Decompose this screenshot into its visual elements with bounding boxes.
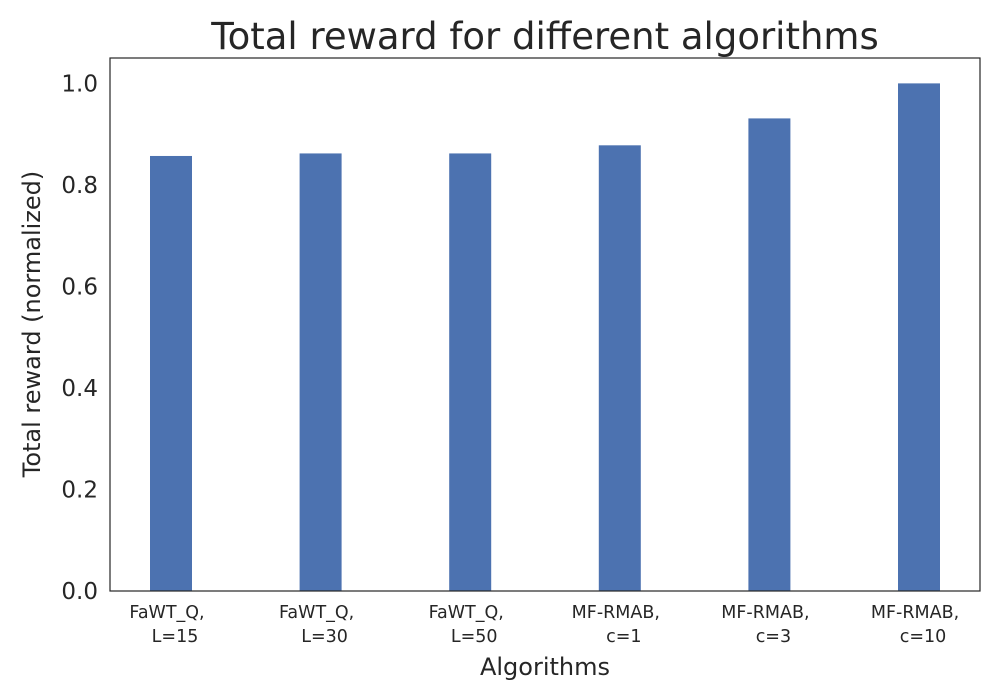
bar-4 — [598, 145, 641, 591]
x-axis-ticks: FaWT_Q, L=15 FaWT_Q, L=30 FaWT_Q, L=50 MF-RMAB… — [129, 603, 959, 647]
chart-title: Total reward for different algorithms — [210, 15, 878, 58]
y-tick-label: 0.2 — [61, 477, 98, 503]
x-tick-label: MF-RMAB, c=1 — [572, 603, 660, 647]
bar-6 — [898, 83, 940, 591]
bar-3 — [449, 153, 492, 592]
y-axis-ticks: 0.0 0.2 0.4 0.6 0.8 1.0 — [61, 71, 98, 605]
y-tick-label: 0.4 — [61, 376, 98, 402]
bars — [150, 83, 940, 592]
bar-2 — [299, 153, 342, 592]
y-tick-label: 0.0 — [61, 579, 98, 605]
bar-5 — [748, 118, 791, 591]
y-tick-label: 0.8 — [61, 173, 98, 199]
x-tick-label: MF-RMAB, c=10 — [871, 603, 959, 647]
x-tick-label: FaWT_Q, L=30 — [279, 603, 354, 647]
x-tick-label: MF-RMAB, c=3 — [721, 603, 809, 647]
x-tick-label: FaWT_Q, L=15 — [129, 603, 204, 647]
y-tick-label: 1.0 — [61, 71, 98, 97]
x-axis-label: Algorithms — [480, 653, 610, 681]
x-tick-label: FaWT_Q, L=50 — [429, 603, 504, 647]
plot-frame — [109, 57, 981, 592]
y-tick-label: 0.6 — [61, 274, 98, 300]
bar-1 — [150, 155, 192, 592]
y-axis-label: Total reward (normalized) — [18, 171, 46, 479]
